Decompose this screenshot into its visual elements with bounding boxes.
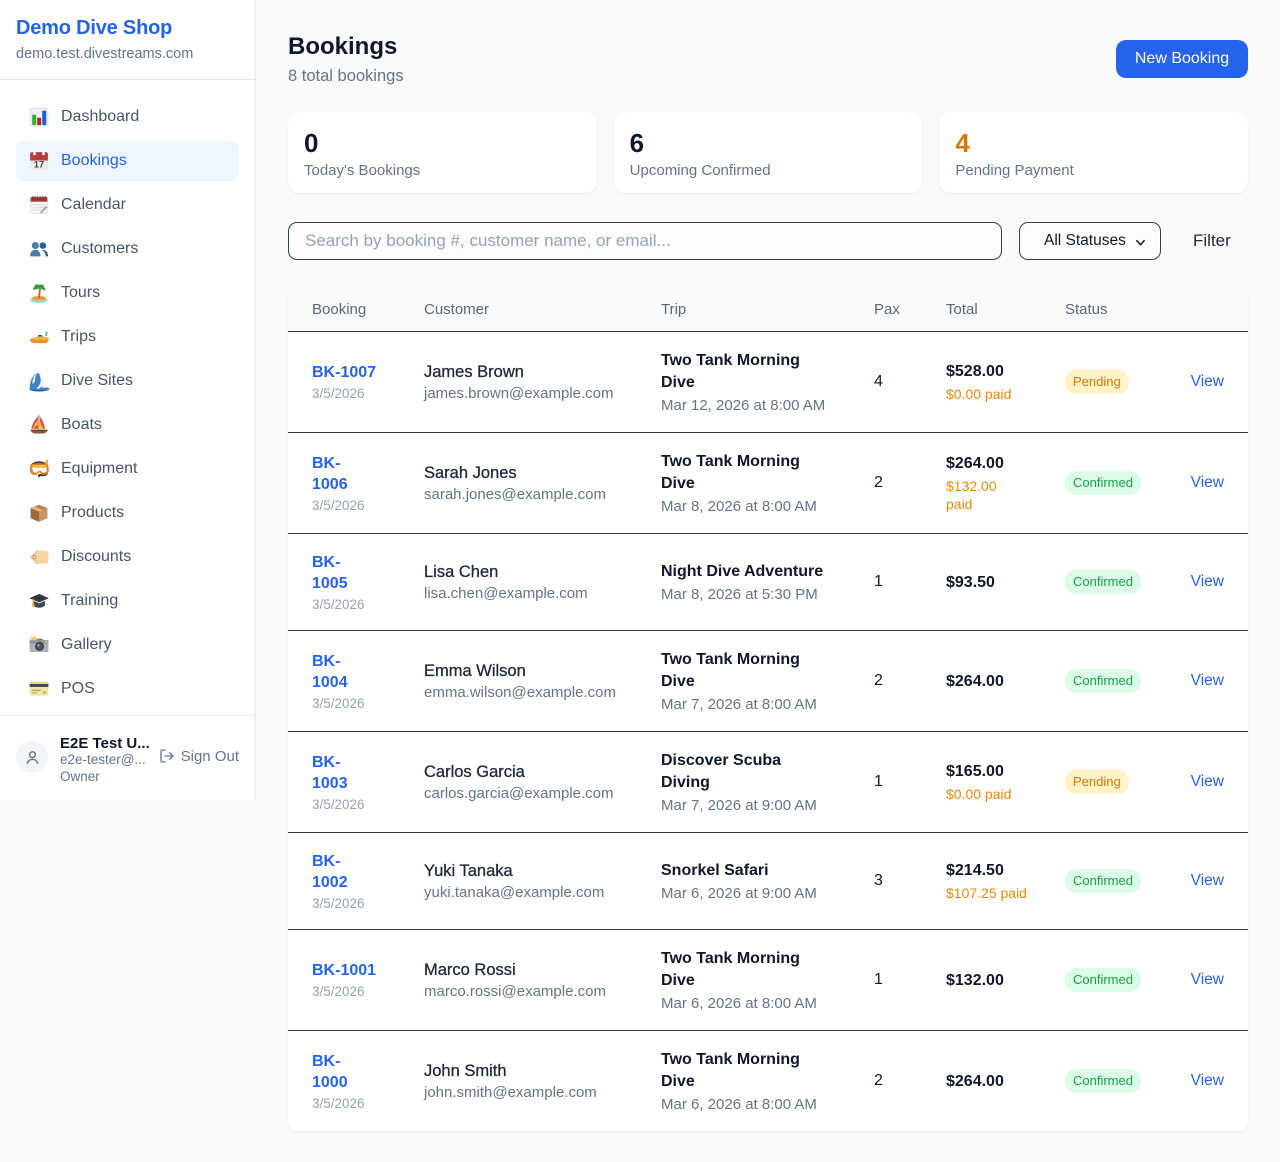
svg-text:17: 17: [34, 158, 44, 169]
